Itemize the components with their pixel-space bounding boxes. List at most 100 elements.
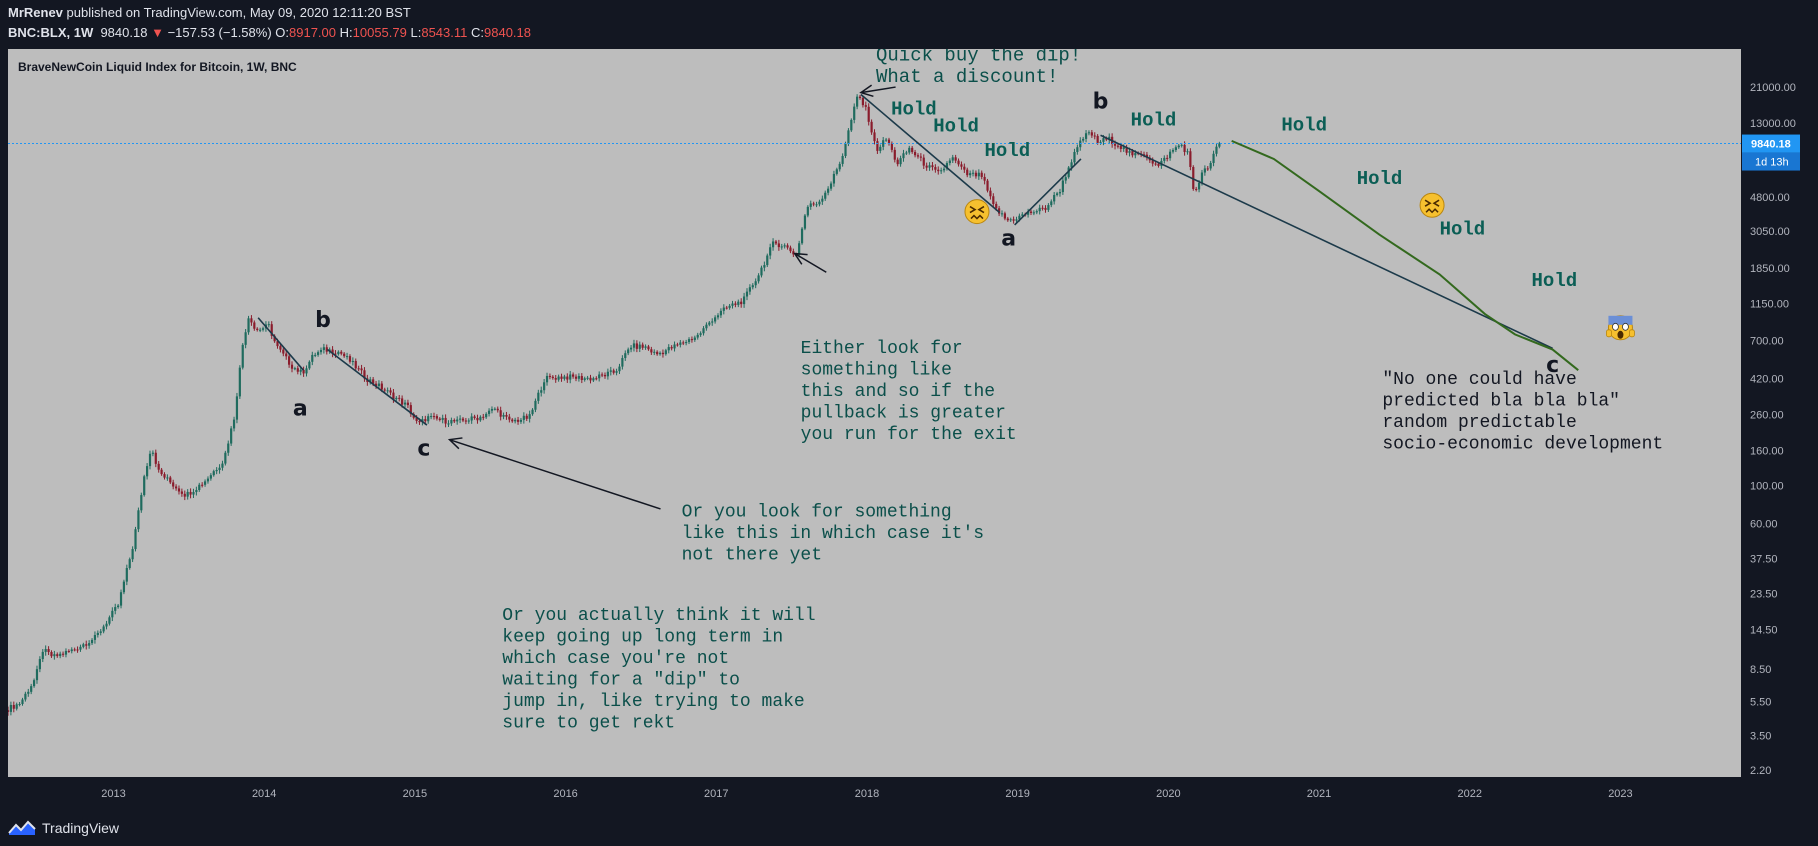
candle-body (887, 139, 891, 144)
candle-body (444, 417, 447, 424)
candle-body (569, 374, 572, 380)
candle-body (44, 649, 47, 652)
annotation-orthink-line: waiting for a "dip" to (502, 670, 740, 690)
candle-body (1142, 154, 1146, 156)
candle-body (456, 419, 459, 422)
candle-body (24, 693, 27, 700)
candle-body (514, 419, 517, 422)
candle-body (235, 396, 239, 420)
candle-body (1180, 144, 1183, 146)
candle-body (1087, 132, 1091, 134)
candle-body (670, 347, 673, 349)
candle-body (560, 376, 563, 379)
candle-body (1044, 207, 1047, 210)
candle-body (737, 301, 740, 305)
y-tick-label: 4800.00 (1750, 192, 1790, 204)
symbol-label[interactable]: BNC:BLX, 1W (8, 25, 94, 40)
hold-label: Hold (985, 140, 1031, 162)
candle-body (1177, 145, 1180, 148)
hold-label: Hold (1131, 110, 1177, 132)
annotation-orthink-line: sure to get rekt (502, 713, 675, 733)
candle-body (1012, 219, 1015, 221)
candle-body (827, 188, 830, 193)
y-tick-label: 700.00 (1750, 336, 1784, 348)
annotation-orthink-line: keep going up long term in (502, 627, 783, 647)
candle-body (458, 418, 462, 420)
emoji-eye (977, 205, 985, 214)
candle-body (374, 383, 378, 387)
candle-body (296, 368, 299, 372)
candle-body (1218, 143, 1221, 147)
candle-body (580, 376, 583, 380)
candle-body (1171, 150, 1175, 152)
candle-body (348, 356, 352, 362)
current-price-badge: 9840.18 1d 13h (1742, 134, 1800, 171)
candle-body (1192, 166, 1195, 189)
candle-body (734, 303, 737, 305)
candle-body (496, 408, 499, 411)
candle-body (238, 367, 241, 397)
candle-body (325, 347, 328, 352)
candle-body (1058, 192, 1062, 194)
x-tick-label: 2018 (855, 788, 879, 800)
candle-body (105, 623, 108, 627)
candle-body (357, 368, 360, 370)
candle-body (1032, 212, 1035, 214)
y-tick-label: 8.50 (1750, 664, 1771, 676)
candle-body (948, 160, 951, 164)
candle-body (461, 418, 465, 421)
emoji-hand (1629, 329, 1635, 338)
candle-body (377, 383, 381, 387)
candle-body (337, 351, 340, 355)
candle-body (1041, 207, 1044, 209)
author[interactable]: MrRenev (8, 5, 63, 20)
candle-body (450, 419, 453, 424)
candle-body (1029, 211, 1033, 213)
wave-label-c: c (417, 436, 430, 461)
candle-body (114, 607, 117, 611)
trendline (326, 348, 428, 426)
y-tick-label: 160.00 (1750, 445, 1784, 457)
candle-body (783, 245, 786, 247)
candle-body (870, 121, 873, 133)
candle-body (656, 351, 659, 355)
candle-body (215, 470, 218, 472)
candle-body (64, 650, 68, 655)
trendline (1014, 158, 1082, 226)
candle-body (259, 329, 262, 331)
hold-label: Hold (1440, 219, 1486, 241)
tradingview-logo-icon[interactable] (8, 819, 36, 837)
candle-body (705, 324, 708, 329)
candle-body (815, 204, 818, 206)
candle-body (940, 170, 943, 172)
trendline (1100, 134, 1553, 350)
x-tick-label: 2020 (1156, 788, 1180, 800)
candle-body (812, 203, 815, 205)
candle-body (627, 349, 630, 354)
time-axis[interactable] (8, 777, 1741, 807)
candle-body (511, 419, 514, 422)
candle-body (1154, 163, 1157, 165)
candle-body (499, 410, 502, 417)
candle-body (334, 353, 337, 355)
candle-body (38, 659, 41, 670)
low-value: 8543.11 (421, 25, 468, 40)
candle-body (844, 143, 847, 156)
candle-body (61, 653, 65, 655)
candle-body (253, 322, 256, 329)
candle-body (644, 346, 647, 348)
chart-pane[interactable] (8, 49, 1741, 777)
candle-body (722, 307, 725, 311)
candle-body (224, 452, 227, 464)
arrow-line (794, 252, 827, 273)
candle-body (913, 151, 917, 156)
wave-label-a: a (293, 397, 308, 422)
candle-body (945, 163, 949, 169)
candle-body (629, 347, 633, 350)
candle-body (531, 409, 534, 415)
footer-brand[interactable]: TradingView (42, 820, 120, 836)
emoji-hand (1606, 329, 1612, 338)
candle-body (232, 419, 236, 429)
symbol-ohlc-bar: BNC:BLX, 1W 9840.18 ▼ −157.53 (−1.58%) O… (8, 25, 531, 40)
